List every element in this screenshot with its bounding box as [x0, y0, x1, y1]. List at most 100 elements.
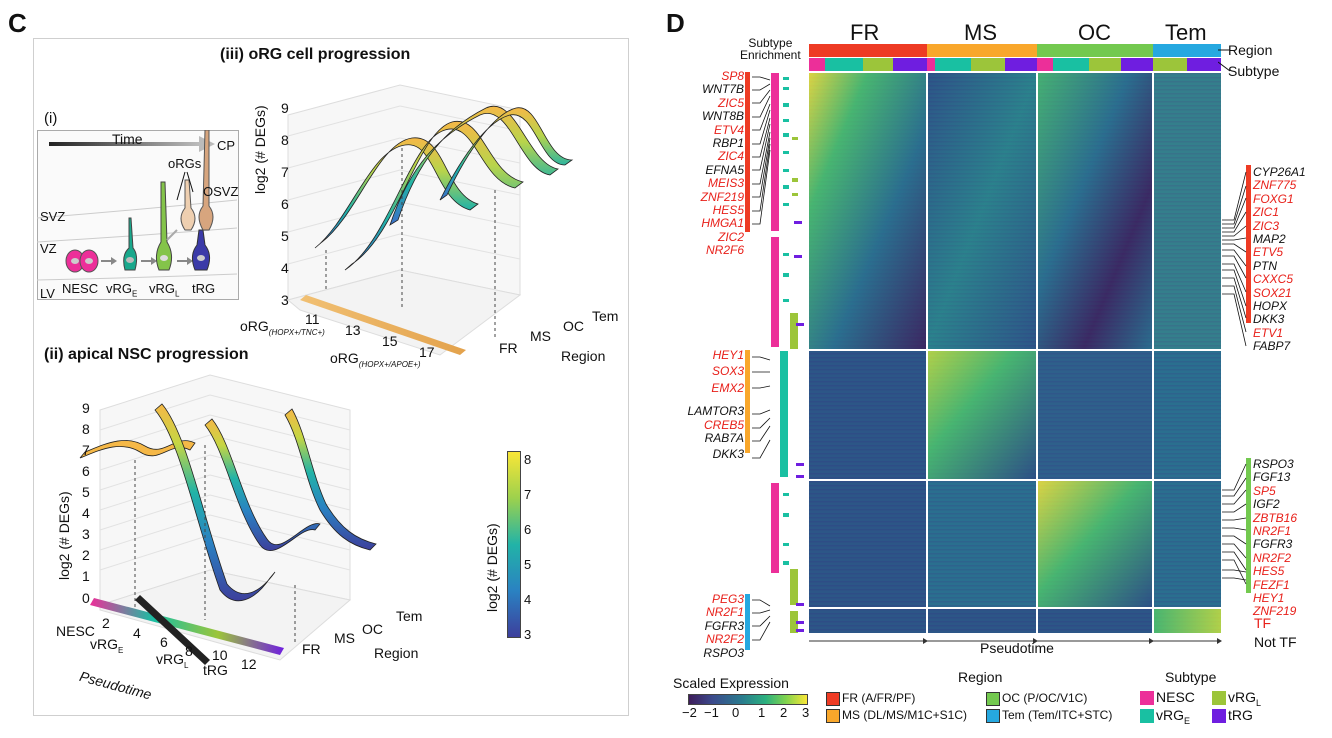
region-bar-label: Region [1228, 42, 1273, 58]
left-group-bar-1 [745, 72, 750, 232]
nsc-region-tick: OC [362, 621, 383, 637]
nsc-xtick: 4 [133, 625, 141, 641]
org-ytick: 8 [281, 132, 289, 148]
gene-label: MEIS3 [707, 176, 744, 191]
gene-label: NR2F2 [1253, 550, 1292, 565]
gene-label: ZIC2 [717, 229, 744, 244]
osvz-label: OSVZ [203, 184, 239, 199]
expression-heatmap [809, 73, 1221, 633]
left-gene-list-1: SP8 WNT7B ZIC5 WNT8B ETV4 RBP1 ZIC4 EFNA… [676, 69, 744, 258]
gene-label: ETV1 [1253, 325, 1284, 340]
org2-label: oRG(HOPX+/APOE+) [330, 350, 421, 369]
nsc-ytick: 9 [82, 400, 90, 416]
heatmap-region-ms: MS [964, 20, 997, 45]
gene-label: ZIC4 [717, 149, 744, 164]
panel-d-letter: D [666, 8, 685, 38]
region-bar-tem [1153, 44, 1221, 57]
subtype-bar-label: Subtype [1228, 63, 1280, 79]
gene-label: FABP7 [1253, 339, 1291, 354]
gene-label: ZIC5 [717, 95, 744, 110]
heatmap-region-tem: Tem [1165, 20, 1207, 45]
region-bar-fr [809, 44, 927, 57]
gene-label: ZNF775 [1253, 178, 1297, 193]
bar-label-connectors [1218, 49, 1231, 72]
gene-label: RSPO3 [1253, 457, 1294, 471]
nsc-3d-plot [79, 374, 377, 665]
org-xtick: 11 [305, 311, 320, 327]
region-legend-tem: Tem (Tem/ITC+STC) [986, 708, 1112, 723]
org-xtick: 13 [345, 322, 361, 338]
schematic-drawing [37, 130, 237, 281]
right-gene-list-1: CYP26A1 ZNF775 FOXG1 ZIC1 ZIC3 MAP2 ETV5… [1253, 165, 1306, 354]
gene-label: HMGA1 [701, 216, 744, 231]
subtype-enrichment-bars [771, 73, 804, 633]
gene-label: WNT8B [702, 109, 744, 124]
gene-label: SOX21 [1253, 285, 1292, 300]
gene-label: FGF13 [1253, 470, 1291, 485]
region-legend-title: Region [958, 669, 1003, 685]
scaled-expression-title: Scaled Expression [673, 675, 789, 691]
gene-label: CREB5 [703, 417, 744, 432]
gene-label: EFNA5 [705, 162, 744, 177]
org-xtick: 15 [382, 333, 398, 349]
org-region-tick: FR [499, 340, 518, 356]
heatmap-region-oc: OC [1078, 20, 1111, 45]
subtype-legend-trg: tRG [1212, 707, 1253, 724]
gene-label: FEZF1 [1253, 577, 1290, 592]
nsc-xtick: 2 [102, 615, 110, 631]
nsc-progression-title: (ii) apical NSC progression [44, 346, 249, 363]
cell-nesc: NESC [62, 281, 99, 296]
gene-label: CYP26A1 [1253, 165, 1306, 179]
org-ytick: 3 [281, 292, 289, 308]
nsc-vrge-label: vRGE [90, 636, 124, 655]
nsc-ytick: 2 [82, 547, 90, 563]
org-progression-title: (iii) oRG cell progression [220, 46, 411, 63]
nsc-region-label: Region [374, 645, 419, 661]
cell-vrge: vRGE [106, 281, 138, 299]
org-ytick: 7 [281, 164, 289, 180]
not-tf-legend-label: Not TF [1254, 634, 1297, 650]
gene-label: ZBTB16 [1253, 510, 1298, 525]
org-ytick: 9 [281, 100, 289, 116]
right-group-bar-2 [1246, 458, 1251, 593]
gene-label: ZNF219 [700, 189, 744, 204]
gene-label: SP5 [1253, 483, 1276, 498]
nsc-ytick: 7 [82, 442, 90, 458]
region-legend-ms: MS (DL/MS/M1C+S1C) [826, 708, 967, 723]
gene-label: NR2F6 [705, 243, 744, 258]
gene-label: HOPX [1253, 299, 1288, 314]
heatmap-region-fr: FR [850, 20, 880, 45]
gene-label: SP8 [721, 69, 744, 83]
se-tick: −2 [682, 705, 697, 720]
gene-label: HEY1 [1253, 591, 1285, 606]
nsc-xtick: 6 [160, 634, 168, 650]
colorbar-tick: 8 [524, 452, 532, 467]
cp-label: CP [217, 138, 236, 153]
org-3d-plot [286, 84, 574, 356]
org-region-tick: OC [563, 318, 584, 334]
cell-vrgl: vRGL [149, 281, 180, 299]
subtype-bar [809, 58, 1221, 71]
org-ytick: 6 [281, 196, 289, 212]
nsc-xtick: 8 [185, 643, 193, 659]
left-group-bar-2 [745, 350, 750, 453]
gene-label: CXXC5 [1253, 272, 1294, 287]
se-tick: −1 [704, 705, 719, 720]
nsc-ytick: 5 [82, 484, 90, 500]
subtype-legend-title: Subtype [1165, 669, 1217, 685]
tf-legend-label: TF [1254, 615, 1272, 631]
se-tick: 0 [732, 705, 740, 720]
subtype-legend-vrge: vRGE [1140, 707, 1190, 726]
nsc-ytick: 3 [82, 526, 90, 542]
org-ytick: 5 [281, 228, 289, 244]
nsc-ytick: 0 [82, 590, 90, 606]
right-gene-connectors [1222, 171, 1247, 585]
nsc-region-tick: Tem [396, 608, 423, 624]
nsc-ylabel: log2 (# DEGs) [56, 491, 72, 580]
gene-label: ZNF219 [1253, 604, 1297, 619]
se-tick: 3 [802, 705, 810, 720]
se-tick: 1 [758, 705, 766, 720]
gene-label: FGFR3 [1253, 537, 1293, 552]
region-legend-oc: OC (P/OC/V1C) [986, 691, 1087, 706]
colorbar-tick: 6 [524, 522, 532, 537]
